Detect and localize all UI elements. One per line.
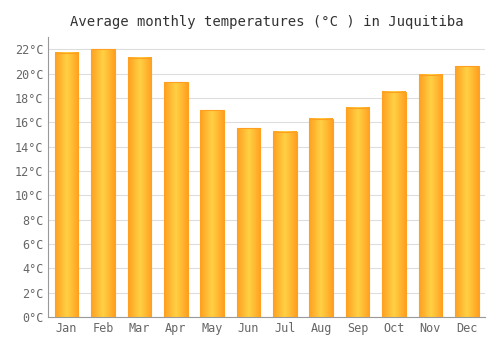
Bar [236, 128, 260, 317]
Bar [310, 119, 333, 317]
Bar [91, 49, 115, 317]
Bar [382, 92, 406, 317]
Bar [455, 66, 478, 317]
Bar [164, 82, 188, 317]
Bar [54, 53, 78, 317]
Bar [128, 58, 151, 317]
Bar [418, 75, 442, 317]
Bar [346, 108, 370, 317]
Title: Average monthly temperatures (°C ) in Juquitiba: Average monthly temperatures (°C ) in Ju… [70, 15, 464, 29]
Bar [200, 110, 224, 317]
Bar [273, 132, 296, 317]
